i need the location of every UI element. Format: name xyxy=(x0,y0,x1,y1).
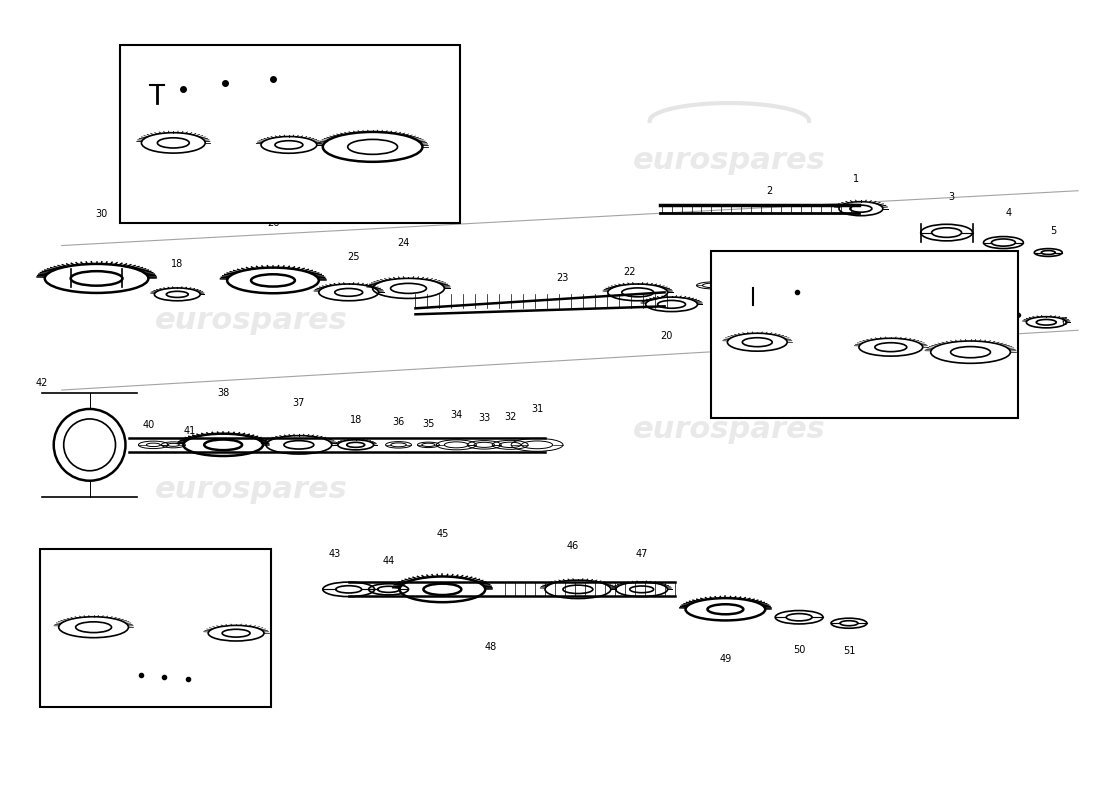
Text: 29: 29 xyxy=(381,202,393,212)
Text: 50: 50 xyxy=(793,645,805,655)
Text: 18: 18 xyxy=(350,415,362,425)
Text: 18: 18 xyxy=(172,259,184,270)
Text: 39: 39 xyxy=(59,582,72,592)
Text: 35: 35 xyxy=(422,419,435,429)
Text: 14: 14 xyxy=(970,395,981,405)
Text: 45: 45 xyxy=(437,529,449,538)
Text: 13: 13 xyxy=(886,381,896,390)
Text: 17: 17 xyxy=(191,168,202,178)
FancyBboxPatch shape xyxy=(40,550,271,707)
Text: 3: 3 xyxy=(948,192,955,202)
Text: 14: 14 xyxy=(235,662,246,671)
Text: 20: 20 xyxy=(660,331,673,342)
Text: 15: 15 xyxy=(790,280,800,289)
Text: 37: 37 xyxy=(293,398,305,408)
Text: 49: 49 xyxy=(719,654,732,664)
Text: 47: 47 xyxy=(636,550,648,559)
Text: 36: 36 xyxy=(393,417,405,427)
Text: 18: 18 xyxy=(834,275,846,286)
Text: 16: 16 xyxy=(163,678,172,687)
Text: 5: 5 xyxy=(1050,226,1056,235)
Text: 8: 8 xyxy=(948,267,955,278)
Text: 46: 46 xyxy=(566,542,579,551)
Text: eurospares: eurospares xyxy=(632,415,826,444)
Text: 19: 19 xyxy=(770,250,782,259)
Text: 51: 51 xyxy=(843,646,855,656)
FancyBboxPatch shape xyxy=(712,250,1019,418)
Text: 26: 26 xyxy=(267,218,279,228)
Text: 33: 33 xyxy=(478,413,491,423)
Text: eurospares: eurospares xyxy=(632,146,826,175)
Text: 15: 15 xyxy=(140,678,150,687)
Text: 30: 30 xyxy=(96,209,108,218)
Text: 10: 10 xyxy=(746,278,757,287)
Text: 6: 6 xyxy=(1062,318,1067,327)
Text: 32: 32 xyxy=(504,412,516,422)
Text: 40: 40 xyxy=(142,420,154,430)
FancyBboxPatch shape xyxy=(120,46,460,222)
Text: 22: 22 xyxy=(624,267,636,278)
Text: 28: 28 xyxy=(230,166,242,176)
Text: eurospares: eurospares xyxy=(155,475,348,504)
Text: 12: 12 xyxy=(849,369,859,378)
Text: 12: 12 xyxy=(198,654,209,662)
Text: 2: 2 xyxy=(766,186,772,196)
Text: 23: 23 xyxy=(556,274,568,283)
Text: 17: 17 xyxy=(257,160,268,170)
Text: 21: 21 xyxy=(716,262,728,273)
Text: 38: 38 xyxy=(217,388,229,398)
Text: 17: 17 xyxy=(186,682,196,690)
Text: 10: 10 xyxy=(141,74,153,84)
Text: 44: 44 xyxy=(383,557,395,566)
Text: 27: 27 xyxy=(153,176,166,186)
Text: 7: 7 xyxy=(1005,286,1012,296)
Text: 41: 41 xyxy=(183,426,196,436)
Text: 11: 11 xyxy=(172,602,183,612)
Text: 25: 25 xyxy=(348,251,360,262)
Text: 11: 11 xyxy=(820,367,830,377)
Text: 34: 34 xyxy=(450,410,462,420)
Text: 15: 15 xyxy=(172,70,183,80)
Text: 4: 4 xyxy=(1005,208,1012,218)
Text: 9: 9 xyxy=(134,595,139,604)
Text: 1: 1 xyxy=(852,174,859,184)
Text: 9: 9 xyxy=(733,302,738,311)
Text: 11: 11 xyxy=(932,325,942,334)
Text: 16: 16 xyxy=(822,286,832,295)
Text: 43: 43 xyxy=(329,550,341,559)
Text: 31: 31 xyxy=(531,404,543,414)
Text: 24: 24 xyxy=(397,238,409,247)
Text: 42: 42 xyxy=(35,378,48,388)
Text: eurospares: eurospares xyxy=(155,306,348,334)
Text: 48: 48 xyxy=(484,642,496,652)
Text: 27: 27 xyxy=(297,176,309,186)
Text: 17: 17 xyxy=(862,288,871,297)
Text: 16: 16 xyxy=(201,174,213,184)
